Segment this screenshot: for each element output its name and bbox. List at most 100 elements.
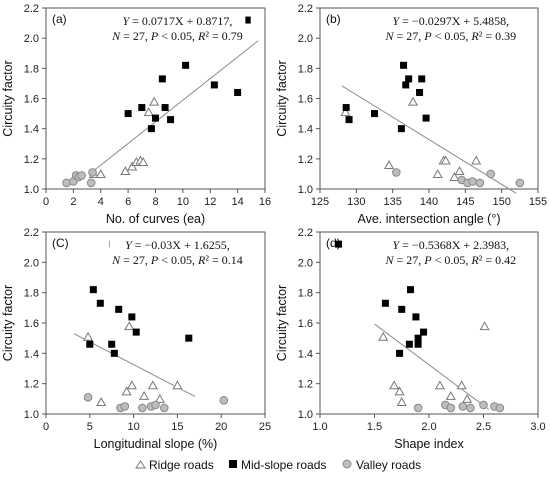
x-tick-label: 0 [43, 421, 49, 433]
data-point-mid-slope [405, 340, 413, 348]
data-point-mid-slope [108, 340, 116, 348]
x-axis-label: Longitudinal slope (%) [94, 437, 218, 451]
data-point-valley [446, 403, 456, 413]
data-point-mid-slope [210, 81, 218, 89]
data-point-valley [479, 400, 488, 410]
regression-statistics: N = 27, P < 0.05, R² = 0.79 [111, 29, 243, 43]
y-tick-label: 2.2 [24, 3, 39, 15]
data-point-ridge [479, 321, 490, 331]
y-tick-label: 1.4 [24, 348, 39, 360]
data-point-mid-slope [396, 349, 404, 357]
x-tick-label: 6 [125, 196, 131, 208]
y-tick-label: 2.0 [24, 33, 39, 45]
data-point-mid-slope [243, 16, 251, 24]
y-tick-label: 2.2 [298, 227, 313, 239]
x-tick-label: 3.0 [530, 421, 545, 433]
x-tick-label: 135 [383, 196, 401, 208]
y-tick-label: 1.2 [24, 154, 39, 166]
data-point-mid-slope [381, 299, 389, 307]
data-point-valley [486, 169, 496, 179]
data-point-ridge [172, 380, 183, 390]
data-point-valley [466, 403, 475, 413]
data-point-ridge [121, 386, 132, 396]
data-point-valley [458, 402, 468, 411]
data-point-ridge [95, 169, 106, 179]
data-point-ridge [82, 331, 94, 341]
data-point-ridge [434, 380, 445, 390]
y-tick-label: 1.8 [24, 63, 39, 75]
trend-line [374, 323, 490, 410]
y-tick-label: 1.2 [24, 379, 39, 391]
legend-ridge-marker [135, 460, 146, 469]
data-point-mid-slope [422, 114, 430, 122]
panel-label: (b) [326, 12, 341, 26]
y-tick-label: 1.2 [298, 379, 313, 391]
data-point-ridge [126, 380, 137, 390]
regression-statistics: N = 27, P < 0.05, R² = 0.39 [384, 29, 516, 43]
data-point-ridge [127, 161, 138, 171]
data-point-ridge [124, 321, 135, 331]
y-tick-label: 1.8 [298, 288, 313, 300]
data-point-ridge [383, 160, 395, 169]
data-point-valley [120, 402, 130, 411]
data-point-mid-slope [397, 125, 405, 133]
y-axis-label: Circuity factor [275, 60, 289, 136]
data-point-mid-slope [147, 125, 155, 133]
data-point-mid-slope [89, 286, 97, 294]
data-point-ridge [120, 166, 131, 175]
data-point-valley [475, 178, 485, 188]
data-point-valley [219, 396, 229, 405]
regression-equation: Y = −0.03X + 1.6255, [125, 238, 230, 252]
x-axis-label: Shape index [394, 437, 464, 451]
x-tick-label: 155 [529, 196, 547, 208]
y-tick-label: 1.6 [24, 94, 39, 106]
y-tick-label: 2.0 [298, 257, 313, 269]
y-tick-label: 2.2 [298, 3, 313, 15]
data-point-ridge [456, 380, 467, 390]
x-tick-label: 8 [152, 196, 158, 208]
x-tick-label: 12 [204, 196, 216, 208]
chart-panel-2: 125 130 135 140 145 150 155 1.0 1.2 1.4 1.6 1.8 2.0 2… [275, 3, 547, 226]
x-tick-label: 1.5 [367, 421, 382, 433]
data-point-ridge [445, 390, 456, 400]
data-point-ridge [389, 380, 400, 390]
data-point-mid-slope [414, 334, 422, 342]
data-point-mid-slope [86, 340, 94, 348]
data-point-mid-slope [418, 75, 426, 83]
chart-panel-4: 1.0 1.5 2.0 2.5 3.0 1.0 1.2 1.4 1.6 1.8 2.0 2.2 Shap… [275, 227, 546, 451]
data-point-mid-slope [128, 313, 136, 321]
regression-statistics: N = 27, P < 0.05, R² = 0.42 [384, 253, 516, 267]
data-point-ridge [449, 172, 460, 182]
data-point-valley [495, 403, 505, 413]
data-point-mid-slope [138, 104, 146, 112]
data-point-mid-slope [132, 328, 140, 336]
data-point-ridge [432, 169, 443, 179]
legend: Ridge roads Mid-slope roads Valley roads [135, 458, 421, 472]
legend-valley-label: Valley roads [356, 458, 421, 472]
chart-panel-1: 0 2 4 6 8 10 12 14 16 1.0 1.2 1.4 1.6 1.8 2.0 2.2 No. of… [1, 3, 271, 226]
data-point-mid-slope [152, 114, 159, 122]
data-point-mid-slope [182, 61, 190, 69]
data-point-ridge [154, 394, 165, 403]
legend-valley-marker [342, 459, 352, 469]
data-point-ridge [139, 390, 150, 400]
x-tick-label: 0 [43, 196, 49, 208]
x-tick-label: 10 [177, 196, 189, 208]
y-tick-label: 1.0 [24, 184, 39, 196]
data-point-mid-slope [414, 340, 422, 348]
data-point-valley [468, 177, 477, 186]
data-point-valley [413, 403, 423, 413]
x-tick-label: 14 [232, 196, 244, 208]
y-tick-label: 1.4 [24, 124, 39, 136]
x-axis-label: No. of curves (ea) [106, 212, 205, 226]
data-point-ridge [96, 397, 107, 406]
data-point-mid-slope [185, 334, 193, 342]
data-point-mid-slope [161, 104, 169, 112]
y-tick-label: 1.8 [298, 63, 313, 75]
x-tick-label: 150 [492, 196, 510, 208]
y-tick-label: 2.0 [24, 257, 39, 269]
x-tick-label: 4 [98, 196, 104, 208]
data-point-mid-slope [405, 75, 413, 83]
data-point-ridge [340, 107, 351, 117]
regression-statistics: N = 27, P < 0.05, R² = 0.14 [111, 253, 243, 267]
